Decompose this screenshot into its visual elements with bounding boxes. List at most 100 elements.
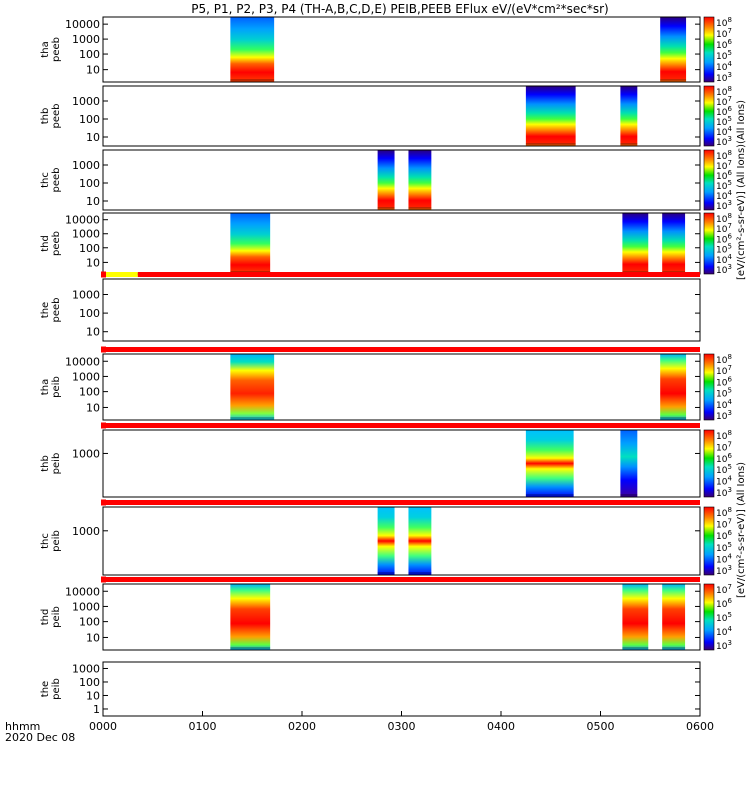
flag-end-marker [101,422,106,429]
colorbar-tick-exp: 7 [727,518,731,526]
colorbar-tick-exp: 8 [727,506,731,514]
colorbar-tick-label: 105 [716,49,732,62]
colorbar-tick-base: 10 [716,614,728,624]
colorbar-tick-base: 10 [716,108,728,118]
panel-frame [102,16,701,83]
colorbar-tick-base: 10 [716,225,728,235]
data-interval [408,507,432,575]
colorbar-tick-base: 10 [716,401,728,411]
colorbar-tick-label: 104 [716,398,732,411]
x-axis-label: hhmm [5,720,40,733]
x-tick-label: 0100 [189,720,217,733]
colorbar-tick-base: 10 [716,586,728,596]
y-tick-label: 1000 [72,370,100,383]
panel-the-peeb: 1000 100 10 thepeeb [40,278,701,342]
y-label-line: peeb [51,104,62,129]
panel-frame [102,429,701,498]
colorbar-tick-base: 10 [716,118,728,128]
colorbar [703,16,715,83]
y-tick-label: 1000 [72,95,100,108]
y-label-line: peeb [51,231,62,256]
data-interval [230,584,271,650]
colorbar [703,429,715,498]
colorbar-tick-exp: 7 [727,364,731,372]
colorbar-tick-base: 10 [716,19,728,29]
colorbar-tick-label: 107 [716,364,732,377]
colorbar-tick-label: 104 [716,552,732,565]
colorbar-tick-base: 10 [716,390,728,400]
colorbar-tick-label: 107 [716,440,732,453]
colorbar-tick-label: 108 [716,16,732,29]
y-axis-label: thepeeb [40,298,62,323]
flag-bar [101,346,700,353]
x-tick-label: 0600 [686,720,714,733]
panel-frame [102,278,701,342]
colorbar-label-ion: [eV/(cm²-s-sr-eV)] (All Ions) [736,462,747,598]
colorbar-tick-label: 108 [716,85,732,98]
data-interval [525,430,574,497]
y-tick-label: 10000 [65,355,100,368]
colorbar-tick-exp: 4 [727,398,732,406]
interval-baseline [525,494,574,496]
data-interval [662,213,686,274]
colorbar-tick-exp: 4 [727,125,732,133]
y-tick-label: 100 [79,242,100,255]
y-axis-label: thdpeib [40,606,62,628]
colorbar-tick-base: 10 [716,246,728,256]
colorbar-tick-label: 108 [716,506,732,519]
colorbar-tick-exp: 6 [727,529,732,537]
colorbar-tick-exp: 7 [727,159,731,167]
colorbar-tick-label: 106 [716,232,732,245]
panel-frame [102,583,701,651]
y-axis-label: thapeib [40,376,62,398]
colorbar-tick-label: 103 [716,564,732,577]
y-tick-label: 100 [79,48,100,61]
colorbar-tick-exp: 7 [727,222,731,230]
y-label-line: peeb [51,298,62,323]
y-tick-label: 100 [79,113,100,126]
data-interval [660,354,687,420]
y-label-line: tha [40,379,51,395]
colorbar-tick-base: 10 [716,521,728,531]
colorbar-tick-exp: 6 [727,169,732,177]
colorbar-tick-exp: 5 [727,387,731,395]
y-axis-label: thbpeeb [40,104,62,129]
flag-end-marker [101,499,106,506]
data-interval [230,354,275,420]
y-axis-label: thcpeeb [40,168,62,193]
flag-end-marker [101,346,106,353]
colorbar-tick-exp: 6 [727,452,732,460]
panel-frame [102,212,701,275]
colorbar-tick-base: 10 [716,235,728,245]
colorbar-tick-base: 10 [716,162,728,172]
colorbar-tick-base: 10 [716,41,728,51]
y-tick-label: 1000 [72,447,100,460]
colorbar-tick-exp: 6 [727,232,732,240]
y-tick-label: 100 [79,676,100,689]
colorbar-tick-label: 105 [716,387,732,400]
colorbar-tick-exp: 6 [727,38,732,46]
colorbar-tick-label: 106 [716,38,732,51]
y-axis-label: thapeeb [40,37,62,62]
colorbar-tick-base: 10 [716,455,728,465]
y-tick-label: 1000 [72,228,100,241]
y-tick-label: 10 [86,689,100,702]
colorbar-tick-label: 104 [716,125,732,138]
y-label-line: thb [40,455,51,472]
flag-segment [103,423,700,428]
colorbar-tick-exp: 8 [727,429,731,437]
colorbar-tick-base: 10 [716,88,728,98]
y-tick-label: 100 [79,616,100,629]
colorbar-tick-exp: 3 [727,263,731,271]
colorbar-tick-label: 108 [716,149,732,162]
interval-baseline [230,647,271,649]
colorbar-tick-label: 106 [716,105,732,118]
colorbar-tick-exp: 7 [727,440,731,448]
interval-baseline [622,647,649,649]
flag-segment [103,272,138,277]
colorbar-tick-exp: 4 [727,60,732,68]
colorbar-tick-label: 104 [716,475,732,488]
colorbar-tick-base: 10 [716,266,728,276]
